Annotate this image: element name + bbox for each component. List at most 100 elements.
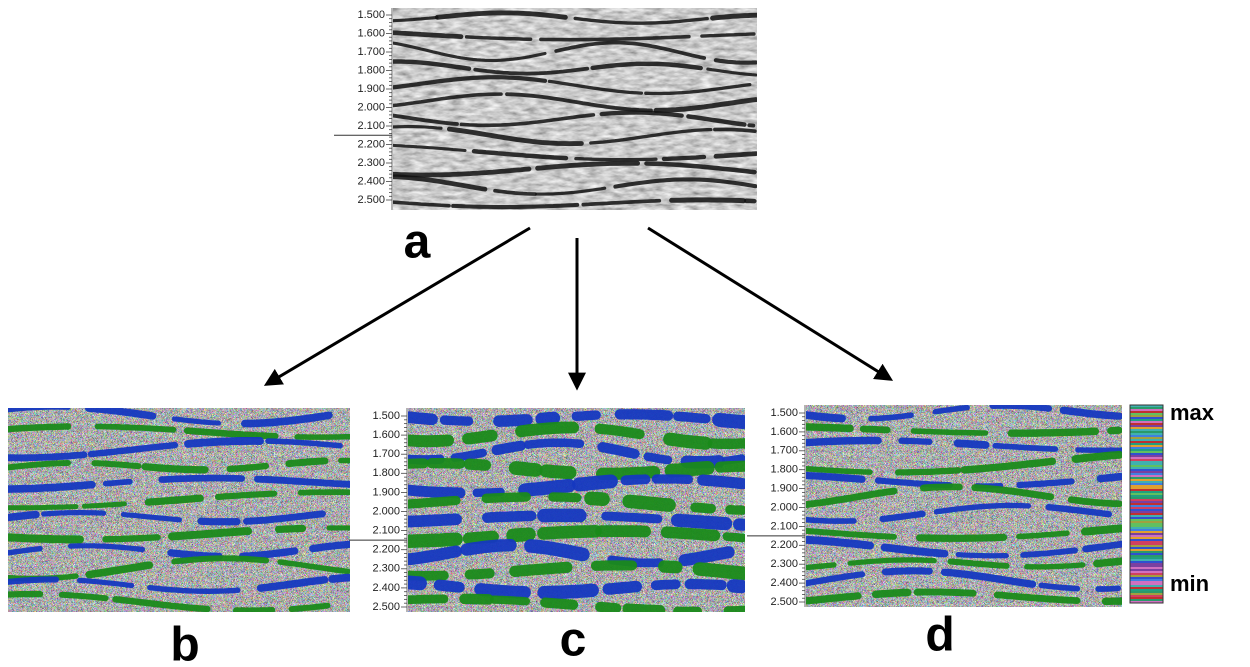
colorbar-stripe: [1130, 585, 1163, 587]
colorbar-stripe: [1130, 547, 1163, 549]
colorbar-stripe: [1130, 601, 1163, 603]
reflector: [8, 576, 60, 585]
axis-tick-label: 2.000: [770, 501, 798, 513]
reflector: [806, 436, 882, 447]
colorbar-stripe: [1130, 575, 1163, 577]
colorbar-stripe: [1130, 599, 1163, 601]
reflector: [614, 409, 674, 421]
reflector: [916, 533, 1008, 542]
axis-tick-label: 1.700: [357, 46, 385, 58]
arrow: [647, 226, 894, 381]
colorbar-stripe: [1130, 533, 1163, 535]
reflector: [393, 200, 451, 208]
axis-tick-label: 2.400: [372, 582, 400, 594]
reflector: [393, 166, 532, 178]
reflector: [144, 494, 204, 506]
colorbar-stripe: [1130, 537, 1163, 539]
colorbar-stripe: [1130, 415, 1163, 417]
reflector: [147, 585, 241, 594]
axis-tick-label: 2.300: [372, 563, 400, 575]
reflector: [539, 34, 691, 42]
colorbar-stripe: [1130, 583, 1163, 585]
reflector: [288, 602, 331, 612]
reflector: [102, 534, 161, 543]
reflector: [463, 458, 492, 471]
reflector: [184, 436, 264, 448]
reflector: [573, 16, 709, 25]
colorbar-stripe: [1130, 509, 1163, 511]
reflector: [94, 423, 177, 433]
reflector: [955, 551, 1009, 559]
reflector: [650, 579, 681, 591]
reflector: [285, 457, 329, 468]
reflector: [515, 421, 580, 438]
reflector: [547, 79, 644, 95]
reflector: [932, 405, 970, 415]
reflector: [859, 425, 891, 434]
reflector: [620, 474, 651, 486]
reflector: [664, 460, 715, 478]
reflector: [1096, 472, 1122, 483]
reflector: [700, 32, 756, 38]
colorbar-stripe: [1130, 483, 1163, 485]
reflector: [933, 502, 1032, 515]
colorbar-stripe: [1130, 427, 1163, 429]
colorbar-stripe: [1130, 463, 1163, 465]
colorbar-stripe: [1130, 411, 1163, 413]
reflector: [714, 460, 745, 473]
reflector: [509, 561, 573, 578]
reflector: [913, 588, 977, 597]
colorbar-stripe: [1130, 595, 1163, 597]
colorbar-stripe: [1130, 519, 1163, 521]
colorbar-stripe: [1130, 465, 1163, 467]
reflector: [806, 516, 857, 524]
reflector: [481, 510, 537, 523]
reflector: [595, 465, 661, 481]
reflector: [87, 441, 179, 458]
axis-tick-label: 2.300: [357, 157, 385, 169]
reflector: [393, 113, 459, 126]
reflector: [393, 92, 503, 108]
reflector: [393, 15, 439, 23]
reflector: [473, 66, 590, 76]
reflector: [537, 583, 599, 600]
colorbar-stripe: [1130, 541, 1163, 543]
colorbar-stripe: [1130, 521, 1163, 523]
reflector: [408, 594, 449, 605]
reflector: [472, 487, 505, 497]
colorbar-stripe: [1130, 581, 1163, 583]
colorbar-stripe: [1130, 419, 1163, 421]
reflector: [658, 560, 683, 574]
axis-tick-label: 1.600: [372, 429, 400, 441]
reflector: [602, 580, 643, 595]
reflector: [806, 471, 866, 483]
colorbar-stripe: [1130, 445, 1163, 447]
colorbar-stripe: [1130, 447, 1163, 449]
reflector: [505, 92, 653, 113]
colorbar-stripe: [1130, 461, 1163, 463]
reflector: [574, 156, 658, 162]
reflector: [297, 489, 350, 496]
colorbar-stripe: [1130, 469, 1163, 471]
colorbar-stripe: [1130, 507, 1163, 509]
reflector: [451, 202, 580, 210]
colorbar-stripe: [1130, 555, 1163, 557]
colorbar-stripe: [1130, 573, 1163, 575]
reflector: [684, 579, 727, 591]
reflector: [806, 535, 874, 550]
reflector: [450, 448, 487, 462]
reflector: [894, 467, 962, 476]
reflector: [910, 428, 989, 436]
reflector: [183, 427, 279, 440]
colorbar: [1129, 404, 1164, 604]
colorbar-stripe: [1130, 553, 1163, 555]
axis-tick-label: 1.900: [372, 486, 400, 498]
axis-tick-label: 2.400: [770, 577, 798, 589]
reflector: [960, 457, 1057, 474]
reflector: [518, 478, 576, 497]
reflector: [806, 465, 873, 475]
seismic-image: [806, 405, 1122, 607]
reflector: [309, 540, 350, 553]
reflector: [584, 491, 610, 507]
